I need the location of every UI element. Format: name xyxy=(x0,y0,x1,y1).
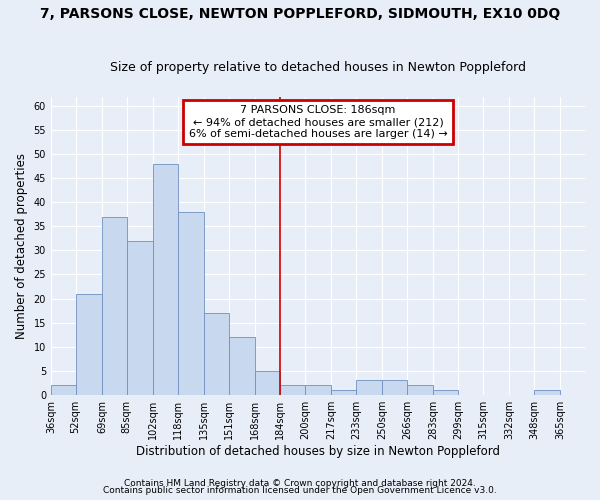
Y-axis label: Number of detached properties: Number of detached properties xyxy=(15,152,28,338)
Bar xyxy=(229,337,255,394)
Title: Size of property relative to detached houses in Newton Poppleford: Size of property relative to detached ho… xyxy=(110,62,526,74)
Bar xyxy=(255,370,280,394)
Text: Contains public sector information licensed under the Open Government Licence v3: Contains public sector information licen… xyxy=(103,486,497,495)
Bar xyxy=(102,216,127,394)
Bar xyxy=(178,212,204,394)
Bar xyxy=(305,385,331,394)
Bar xyxy=(280,385,305,394)
Bar xyxy=(204,313,229,394)
Bar xyxy=(534,390,560,394)
Bar xyxy=(76,294,102,394)
Bar xyxy=(433,390,458,394)
Text: Contains HM Land Registry data © Crown copyright and database right 2024.: Contains HM Land Registry data © Crown c… xyxy=(124,478,476,488)
Bar xyxy=(153,164,178,394)
Bar xyxy=(382,380,407,394)
Bar xyxy=(127,241,153,394)
Bar xyxy=(331,390,356,394)
Bar xyxy=(356,380,382,394)
X-axis label: Distribution of detached houses by size in Newton Poppleford: Distribution of detached houses by size … xyxy=(136,444,500,458)
Bar xyxy=(51,385,76,394)
Bar xyxy=(407,385,433,394)
Text: 7, PARSONS CLOSE, NEWTON POPPLEFORD, SIDMOUTH, EX10 0DQ: 7, PARSONS CLOSE, NEWTON POPPLEFORD, SID… xyxy=(40,8,560,22)
Text: 7 PARSONS CLOSE: 186sqm
← 94% of detached houses are smaller (212)
6% of semi-de: 7 PARSONS CLOSE: 186sqm ← 94% of detache… xyxy=(188,106,448,138)
